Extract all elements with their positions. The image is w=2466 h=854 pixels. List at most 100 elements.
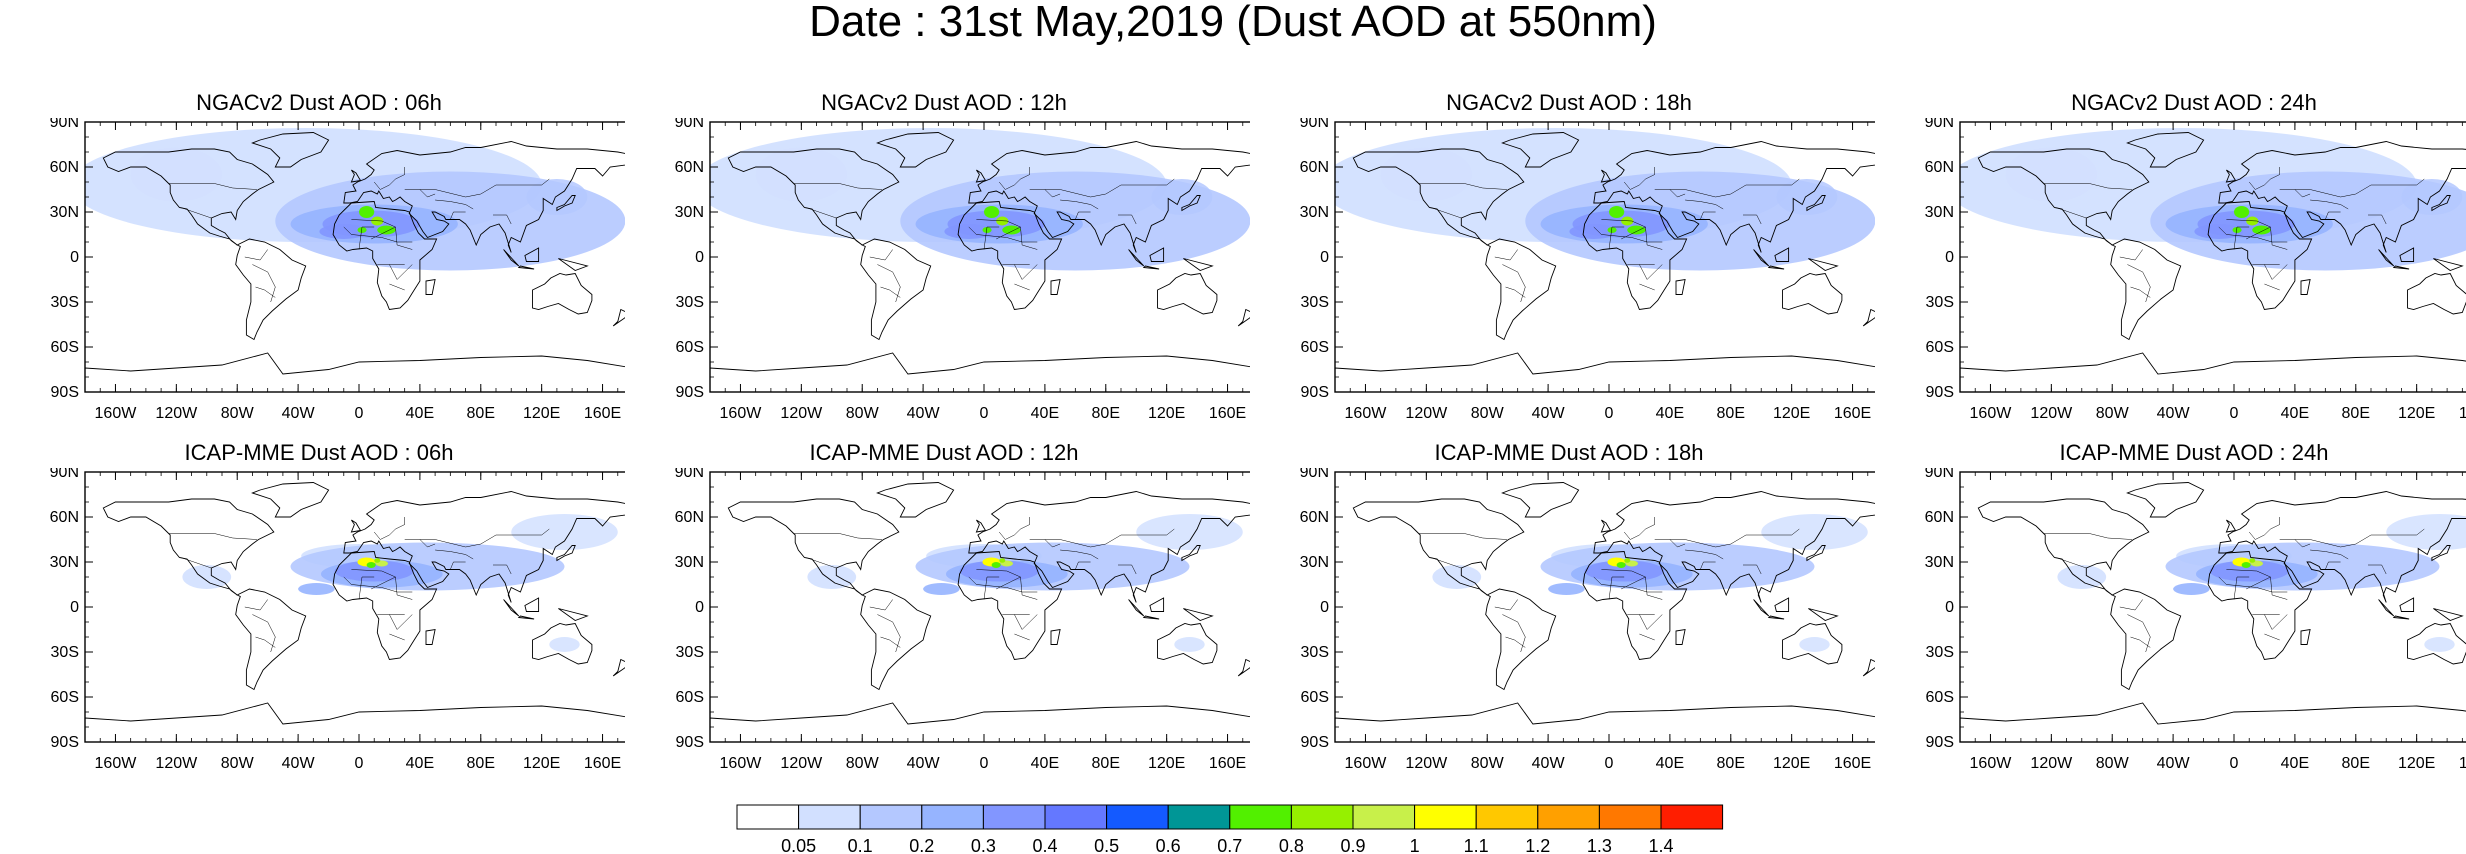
border-line (450, 211, 466, 220)
lat-tick-label: 30S (676, 644, 704, 661)
colorbar-swatch (736, 804, 800, 830)
border-line (180, 557, 212, 569)
coastline (532, 623, 593, 665)
border-line (1502, 614, 1526, 653)
dust-field (85, 128, 625, 271)
coastline (1050, 278, 1061, 295)
colorbar-label: 0.6 (1156, 836, 1181, 854)
lon-tick-label: 120E (1148, 405, 1185, 418)
border-line (358, 226, 375, 250)
coastlines (710, 482, 1250, 742)
colorbar-label: 0.1 (848, 836, 873, 854)
border-line (2264, 264, 2288, 280)
coastline (1501, 482, 1580, 518)
border-line (1044, 539, 1061, 548)
map-svg: 90N 60N 30N 0 30S 60S 90S 160W 120W 80W 40W 0 40E 80E… (1300, 468, 1875, 768)
coastline (2218, 141, 2466, 253)
border-line (180, 207, 212, 219)
panel-title: ICAP-MME Dust AOD : 24h (2059, 440, 2329, 465)
colorbar-swatch (1352, 804, 1416, 830)
border-line (2279, 178, 2425, 198)
border-line (450, 561, 466, 570)
coastline (332, 201, 438, 310)
coastline (1782, 273, 1843, 315)
border-line (869, 599, 893, 611)
lat-tick-label: 60S (676, 339, 704, 356)
map-frame-group: 90N 60N 30N 0 30S 60S 90S 160W 120W 80W 40W 0 40E 80E… (675, 118, 1250, 418)
border-line (1593, 576, 1663, 593)
colorbar-label: 0.4 (1032, 836, 1057, 854)
coastline (1753, 249, 1770, 267)
border-line (1060, 199, 1099, 210)
lat-tick-label: 60S (1926, 689, 1954, 706)
colorbar-label: 0.7 (1217, 836, 1242, 854)
border-line (374, 517, 405, 540)
lat-tick-label: 0 (695, 599, 704, 616)
coastline (503, 249, 520, 267)
coastline (1675, 628, 1686, 645)
lon-tick-label: 80E (467, 405, 495, 418)
dust-hotspot (377, 225, 396, 235)
lat-tick-label: 30N (50, 204, 79, 221)
border-line (1743, 564, 1762, 575)
dust-contour (1151, 179, 1213, 215)
lat-tick-label: 90N (675, 118, 704, 131)
lon-tick-label: 40E (1656, 755, 1684, 768)
coastline (2392, 615, 2410, 620)
lon-tick-label: 0 (2230, 405, 2239, 418)
lat-tick-label: 0 (1320, 249, 1329, 266)
border-line (1494, 599, 1518, 611)
dust-contour (130, 147, 222, 202)
border-line (805, 557, 837, 569)
coastline (350, 519, 362, 533)
lat-tick-label: 30S (51, 294, 79, 311)
coastline (350, 169, 362, 183)
coastline (1862, 308, 1875, 327)
coastline (2378, 599, 2395, 617)
border-line (2264, 633, 2280, 641)
coastline (1960, 702, 2466, 742)
border-line (1639, 283, 1655, 291)
border-line (2055, 557, 2087, 569)
border-line (1601, 569, 1646, 578)
map-background (85, 472, 625, 742)
lon-tick-label: 120W (155, 405, 198, 418)
coastline (1128, 249, 1145, 267)
border-line (1601, 219, 1646, 228)
coastline (1335, 702, 1875, 742)
border-line (374, 167, 405, 190)
coastline (1767, 615, 1785, 620)
lon-tick-label: 160W (1345, 755, 1388, 768)
coastlines (1335, 482, 1875, 742)
lon-tick-label: 40W (907, 405, 941, 418)
border-line (2325, 211, 2341, 220)
colorbar-swatch (1660, 804, 1724, 830)
border-line (2055, 207, 2087, 219)
lat-tick-label: 0 (70, 249, 79, 266)
colorbar-label: 0.2 (909, 836, 934, 854)
border-line (1608, 226, 1625, 250)
coastline (1237, 658, 1250, 677)
border-line (2043, 183, 2133, 190)
lat-tick-label: 0 (1945, 599, 1954, 616)
map-frame-group: 90N 60N 30N 0 30S 60S 90S 160W 120W 80W 40W 0 40E 80E… (1300, 118, 1875, 418)
map-panel-icap-06h: ICAP-MME Dust AOD : 06h 90N 60N 30N 0 30S 60S… (45, 440, 625, 768)
border-line (2310, 199, 2349, 210)
coastlines (710, 132, 1250, 392)
coastline (1501, 132, 1580, 168)
dust-contour (1174, 637, 1205, 652)
lat-tick-label: 60N (675, 509, 704, 526)
coastline (1149, 597, 1165, 612)
border-line (2119, 599, 2143, 611)
map-frame-group: 90N 60N 30N 0 30S 60S 90S 160W 120W 80W 40W 0 40E 80E… (50, 468, 625, 768)
coastline (860, 588, 932, 691)
border-line (1743, 214, 1762, 225)
lat-tick-label: 60N (1300, 509, 1329, 526)
lat-tick-label: 30N (1300, 554, 1329, 571)
dust-contour (549, 637, 580, 652)
dust-contour (2057, 565, 2107, 589)
colorbar-label: 1.3 (1587, 836, 1612, 854)
lat-tick-label: 30N (1925, 204, 1954, 221)
lon-tick-label: 40W (1532, 755, 1566, 768)
border-line (244, 599, 268, 611)
